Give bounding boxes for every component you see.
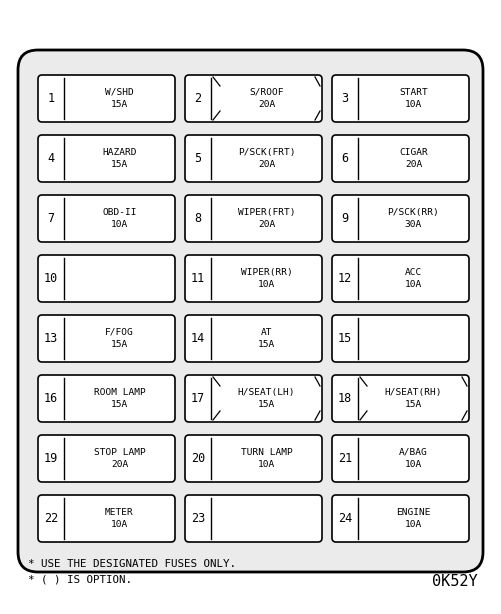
Text: 1: 1 [48,92,55,105]
Text: 16: 16 [44,392,58,405]
Text: 22: 22 [44,512,58,525]
Text: F/FOG
15A: F/FOG 15A [105,328,134,349]
FancyBboxPatch shape [185,195,322,242]
FancyBboxPatch shape [38,375,175,422]
FancyBboxPatch shape [332,255,469,302]
Text: TURN LAMP
10A: TURN LAMP 10A [240,448,293,469]
FancyBboxPatch shape [332,75,469,122]
Text: 14: 14 [191,332,205,345]
Text: H/SEAT(RH)
15A: H/SEAT(RH) 15A [385,388,442,410]
FancyBboxPatch shape [38,75,175,122]
Text: 24: 24 [338,512,352,525]
FancyBboxPatch shape [38,315,175,362]
Text: 15: 15 [338,332,352,345]
Text: OBD-II
10A: OBD-II 10A [102,208,137,229]
Text: 0K52Y: 0K52Y [432,574,478,589]
FancyBboxPatch shape [18,50,483,572]
Text: * ( ) IS OPTION.: * ( ) IS OPTION. [28,574,132,584]
Text: WIPER(RR)
10A: WIPER(RR) 10A [240,268,293,289]
Text: ACC
10A: ACC 10A [405,268,422,289]
FancyBboxPatch shape [185,75,322,122]
Text: P/SCK(FRT)
20A: P/SCK(FRT) 20A [238,148,295,169]
FancyBboxPatch shape [38,195,175,242]
Text: 5: 5 [194,152,201,165]
Text: METER
10A: METER 10A [105,508,134,529]
Text: 4: 4 [48,152,55,165]
FancyBboxPatch shape [38,435,175,482]
Text: ENGINE
10A: ENGINE 10A [396,508,431,529]
Text: AT
15A: AT 15A [258,328,275,349]
FancyBboxPatch shape [38,255,175,302]
Text: 10: 10 [44,272,58,285]
Text: 11: 11 [191,272,205,285]
Text: 20: 20 [191,452,205,465]
FancyBboxPatch shape [332,495,469,542]
Text: * USE THE DESIGNATED FUSES ONLY.: * USE THE DESIGNATED FUSES ONLY. [28,559,236,569]
Text: 2: 2 [194,92,201,105]
Text: 9: 9 [342,212,349,225]
Text: START
10A: START 10A [399,88,428,109]
Text: 23: 23 [191,512,205,525]
FancyBboxPatch shape [332,435,469,482]
Text: HAZARD
15A: HAZARD 15A [102,148,137,169]
Text: 21: 21 [338,452,352,465]
Text: 19: 19 [44,452,58,465]
Text: 17: 17 [191,392,205,405]
Text: S/ROOF
20A: S/ROOF 20A [249,88,284,109]
Text: 12: 12 [338,272,352,285]
Text: 18: 18 [338,392,352,405]
Text: H/SEAT(LH)
15A: H/SEAT(LH) 15A [238,388,295,410]
Text: W/SHD
15A: W/SHD 15A [105,88,134,109]
Text: 7: 7 [48,212,55,225]
Text: P/SCK(RR)
30A: P/SCK(RR) 30A [388,208,439,229]
Text: STOP LAMP
20A: STOP LAMP 20A [94,448,145,469]
Text: WIPER(FRT)
20A: WIPER(FRT) 20A [238,208,295,229]
FancyBboxPatch shape [185,435,322,482]
FancyBboxPatch shape [332,135,469,182]
Text: 13: 13 [44,332,58,345]
Text: 3: 3 [342,92,349,105]
FancyBboxPatch shape [185,135,322,182]
Text: ROOM LAMP
15A: ROOM LAMP 15A [94,388,145,410]
FancyBboxPatch shape [185,315,322,362]
FancyBboxPatch shape [185,255,322,302]
FancyBboxPatch shape [38,135,175,182]
Text: 8: 8 [194,212,201,225]
FancyBboxPatch shape [332,315,469,362]
FancyBboxPatch shape [185,375,322,422]
FancyBboxPatch shape [332,375,469,422]
Text: A/BAG
10A: A/BAG 10A [399,448,428,469]
FancyBboxPatch shape [38,495,175,542]
FancyBboxPatch shape [185,495,322,542]
FancyBboxPatch shape [332,195,469,242]
Text: 6: 6 [342,152,349,165]
Text: CIGAR
20A: CIGAR 20A [399,148,428,169]
